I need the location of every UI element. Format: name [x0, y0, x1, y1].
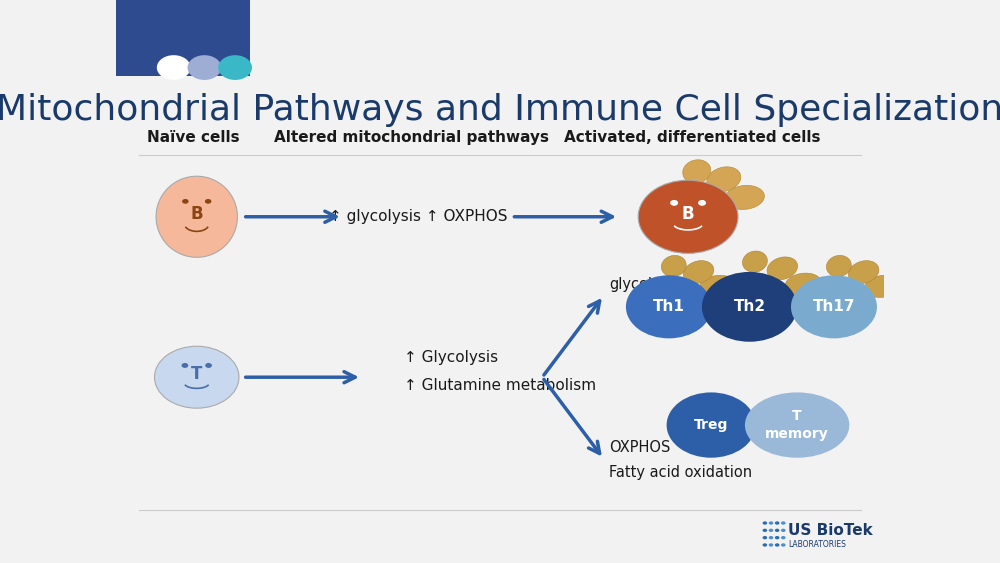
- Text: Activated, differentiated cells: Activated, differentiated cells: [564, 131, 820, 145]
- Ellipse shape: [826, 256, 851, 276]
- Ellipse shape: [156, 176, 237, 257]
- Ellipse shape: [667, 392, 756, 458]
- Circle shape: [763, 529, 767, 532]
- Text: Th2: Th2: [733, 300, 766, 314]
- Circle shape: [205, 199, 211, 204]
- Ellipse shape: [155, 346, 239, 408]
- Circle shape: [775, 529, 779, 532]
- Ellipse shape: [661, 256, 686, 276]
- Circle shape: [182, 199, 189, 204]
- Text: B: B: [682, 205, 694, 223]
- Circle shape: [775, 521, 779, 525]
- Circle shape: [769, 543, 773, 547]
- Ellipse shape: [785, 273, 821, 295]
- Text: ↑ Glutamine metabolism: ↑ Glutamine metabolism: [404, 378, 596, 393]
- Text: Altered mitochondrial pathways: Altered mitochondrial pathways: [274, 131, 549, 145]
- Text: B: B: [190, 205, 203, 223]
- Circle shape: [157, 55, 191, 80]
- Ellipse shape: [683, 261, 714, 284]
- Circle shape: [769, 521, 773, 525]
- Circle shape: [670, 200, 678, 205]
- Text: OXPHOS: OXPHOS: [609, 440, 670, 455]
- Text: glycolysis: glycolysis: [609, 277, 680, 292]
- Ellipse shape: [745, 392, 849, 458]
- Ellipse shape: [683, 160, 711, 183]
- Text: ↑ Glycolysis: ↑ Glycolysis: [404, 350, 498, 365]
- Circle shape: [218, 55, 252, 80]
- Text: T
memory: T memory: [765, 409, 829, 441]
- Text: US BioTek: US BioTek: [788, 523, 873, 538]
- Ellipse shape: [707, 167, 741, 192]
- Circle shape: [205, 363, 212, 368]
- Text: Th1: Th1: [653, 300, 685, 314]
- Text: Treg: Treg: [694, 418, 728, 432]
- FancyBboxPatch shape: [116, 0, 250, 76]
- Text: T: T: [191, 365, 202, 383]
- Ellipse shape: [848, 261, 879, 284]
- Circle shape: [781, 521, 786, 525]
- Ellipse shape: [864, 275, 900, 297]
- Circle shape: [781, 536, 786, 539]
- Circle shape: [182, 363, 188, 368]
- Text: Naïve cells: Naïve cells: [147, 131, 239, 145]
- Circle shape: [791, 275, 877, 338]
- Circle shape: [763, 536, 767, 539]
- Text: Mitochondrial Pathways and Immune Cell Specialization: Mitochondrial Pathways and Immune Cell S…: [0, 93, 1000, 127]
- Circle shape: [698, 200, 706, 205]
- Ellipse shape: [742, 251, 767, 272]
- Ellipse shape: [767, 257, 798, 280]
- Circle shape: [626, 275, 712, 338]
- Circle shape: [702, 272, 797, 342]
- Ellipse shape: [725, 185, 764, 209]
- Circle shape: [775, 536, 779, 539]
- Circle shape: [769, 536, 773, 539]
- Ellipse shape: [699, 275, 735, 297]
- Circle shape: [769, 529, 773, 532]
- Circle shape: [781, 543, 786, 547]
- Circle shape: [775, 543, 779, 547]
- Circle shape: [188, 55, 221, 80]
- Text: Fatty acid oxidation: Fatty acid oxidation: [609, 466, 752, 480]
- Text: Th17: Th17: [813, 300, 855, 314]
- Circle shape: [781, 529, 786, 532]
- Text: LABORATORIES: LABORATORIES: [788, 540, 846, 549]
- Circle shape: [763, 521, 767, 525]
- Ellipse shape: [638, 180, 738, 253]
- Text: ↑ glycolysis ↑ OXPHOS: ↑ glycolysis ↑ OXPHOS: [329, 209, 507, 224]
- Circle shape: [763, 543, 767, 547]
